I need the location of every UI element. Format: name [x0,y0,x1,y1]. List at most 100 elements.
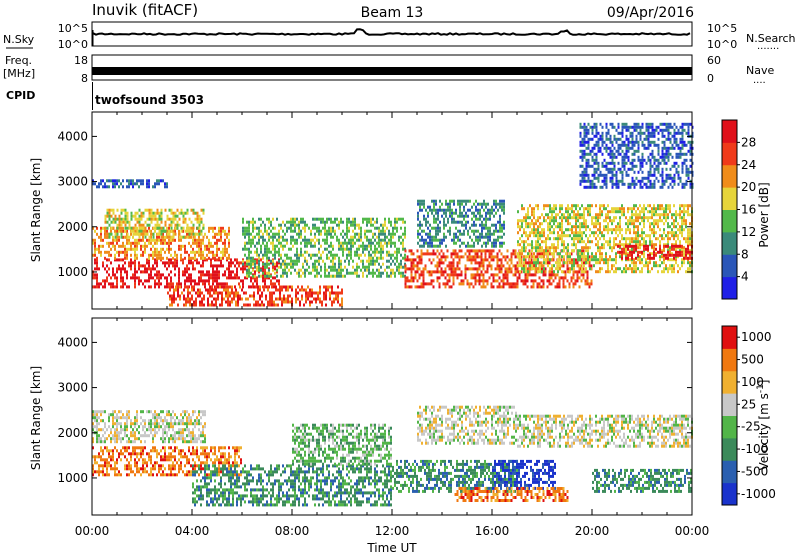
data-cell [190,229,193,233]
data-cell [613,207,615,211]
data-cell [645,247,647,251]
data-cell [216,279,218,283]
data-cell [278,235,280,239]
data-cell [282,262,284,266]
data-cell [362,241,364,245]
data-cell [502,273,505,277]
data-cell [390,232,392,236]
data-cell [301,285,303,289]
data-cell [481,232,483,236]
data-cell [583,125,586,129]
data-cell [146,238,148,242]
data-cell [118,217,121,221]
data-cell [539,225,541,229]
data-cell [551,246,553,250]
data-cell [187,291,189,295]
data-cell [215,300,217,304]
data-cell [681,210,683,214]
data-cell [464,252,467,256]
data-cell [655,252,657,256]
data-cell [184,273,186,277]
data-cell [603,234,605,238]
data-cell [479,208,481,212]
data-cell [478,255,481,259]
data-cell [588,255,591,259]
data-cell [320,256,322,260]
data-cell [177,288,179,292]
data-cell [470,267,473,271]
data-cell [358,232,360,236]
data-cell [533,228,535,232]
data-cell [192,241,194,245]
data-cell [338,256,340,260]
data-cell [96,232,98,236]
data-cell [635,237,637,241]
data-cell [313,291,315,295]
data-cell [320,265,322,269]
data-cell [593,264,595,268]
data-cell [633,228,635,232]
data-cell [306,238,308,242]
data-cell [439,244,441,248]
data-cell [256,250,258,254]
data-cell [291,285,293,289]
data-cell [122,220,125,224]
data-cell [272,262,274,266]
data-cell [450,255,453,259]
data-cell [569,216,571,220]
data-cell [601,161,604,165]
data-cell [128,220,131,224]
data-cell [120,250,122,254]
data-cell [204,279,206,283]
data-cell [581,137,584,141]
data-cell [615,237,617,241]
data-cell [525,231,527,235]
data-cell [569,213,571,217]
data-cell [184,217,187,221]
data-cell [100,232,102,236]
data-cell [689,228,691,232]
data-cell [482,261,485,265]
data-cell [541,228,543,232]
data-cell [683,219,685,223]
data-cell [214,273,216,277]
data-cell [170,270,172,274]
data-cell [218,232,220,236]
data-cell [238,261,240,265]
data-cell [314,235,316,239]
data-cell [290,217,292,221]
data-cell [418,276,421,280]
data-cell [376,259,378,263]
data-cell [386,271,388,275]
data-cell [274,264,276,268]
data-cell [213,303,215,307]
data-cell [418,261,421,265]
data-cell [651,244,653,248]
data-cell [412,258,415,262]
data-cell [160,217,163,221]
data-cell [651,222,653,226]
data-cell [470,273,473,277]
data-cell [419,223,421,227]
data-cell [173,297,175,301]
data-cell [491,208,493,212]
data-cell [524,282,527,286]
data-cell [440,270,443,274]
data-cell [547,252,549,256]
data-cell [633,267,635,271]
data-cell [446,273,449,277]
data-cell [635,244,637,248]
data-cell [406,276,409,280]
data-cell [282,235,284,239]
data-cell [404,258,407,262]
data-cell [120,223,123,227]
data-cell [227,291,229,295]
data-cell [474,267,477,271]
data-cell [649,261,651,265]
data-cell [615,216,617,220]
data-cell [687,204,689,208]
data-cell [531,222,533,226]
data-cell [252,223,254,227]
data-cell [362,217,364,221]
data-cell [510,255,513,259]
